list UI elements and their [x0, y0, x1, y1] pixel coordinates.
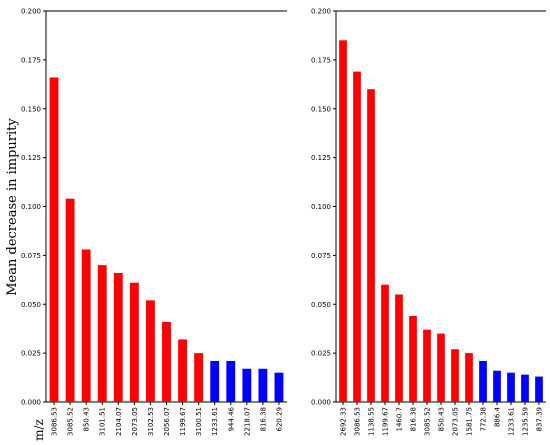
- bar: [81, 249, 91, 402]
- x-tick-label: 1581.75: [466, 407, 474, 436]
- x-tick-label: 2056.07: [163, 407, 171, 436]
- bar: [437, 333, 445, 402]
- bar: [395, 294, 403, 402]
- x-tick-label: 3085.52: [67, 407, 75, 436]
- x-tick-label: 2692.33: [340, 407, 348, 436]
- x-tick-label: 1199.67: [382, 407, 390, 436]
- y-tick-label: 0.125: [21, 154, 41, 162]
- x-tick-label: 816.38: [410, 407, 418, 432]
- y-axis-label: Mean decrease in impurity: [5, 118, 20, 296]
- x-axis-label: m/z: [32, 419, 46, 441]
- bar: [479, 360, 487, 402]
- y-tick-label: 0.150: [21, 105, 41, 113]
- x-tick-label: 772.38: [480, 407, 488, 432]
- x-tick-label: 2073.05: [131, 407, 139, 436]
- x-tick-label: 1235.59: [522, 407, 530, 436]
- chart-left: 0.000 0.025 0.050 0.075 0.100 0.125 0.150 0.175…: [21, 8, 287, 436]
- bar: [146, 300, 155, 402]
- bar: [129, 282, 139, 402]
- bar: [162, 321, 171, 402]
- bar: [258, 368, 268, 402]
- x-tick-label: 2218.07: [243, 407, 251, 436]
- x-tick-label: 850.43: [83, 407, 91, 432]
- bar: [521, 374, 529, 402]
- y-tick-label: 0.075: [311, 252, 331, 260]
- y-tick-label: 0.050: [311, 301, 331, 309]
- bar: [409, 315, 417, 402]
- bar: [465, 353, 473, 402]
- bar: [210, 360, 220, 402]
- x-tick-label: 2073.05: [452, 407, 460, 436]
- y-tick-label: 0.125: [311, 154, 331, 162]
- x-tick-label: 1233.61: [211, 407, 219, 436]
- x-tick-label: 2104.07: [115, 407, 123, 436]
- x-tick-label: 3101.51: [99, 407, 107, 436]
- y-tick-label: 0.100: [311, 203, 331, 211]
- chart-right: 0.000 0.025 0.050 0.075 0.100 0.125 0.150 0.175…: [311, 8, 546, 436]
- bar: [381, 284, 389, 402]
- x-tick-label: 1138.55: [368, 407, 376, 436]
- bar: [242, 368, 252, 402]
- bar: [49, 77, 59, 402]
- x-tick-label: 886.4: [494, 406, 502, 427]
- bar: [113, 272, 123, 402]
- y-tick-label: 0.200: [311, 8, 331, 16]
- x-tick-label: 816.38: [259, 407, 267, 432]
- x-tick-label: 3100.51: [195, 407, 203, 436]
- bar: [274, 372, 284, 402]
- bar: [423, 329, 431, 402]
- y-tick-label: 0.200: [21, 8, 41, 16]
- bar: [353, 71, 361, 402]
- bar: [178, 339, 187, 402]
- y-tick-label: 0.025: [21, 350, 41, 358]
- x-tick-label: 3086.53: [354, 407, 362, 436]
- bar: [451, 349, 459, 402]
- x-tick-label: 3086.53: [51, 407, 59, 436]
- y-tick-label: 0.025: [311, 350, 331, 358]
- x-tick-label: 944.46: [227, 406, 235, 431]
- x-tick-label: 850.43: [438, 407, 446, 432]
- x-tick-label: 1233.61: [508, 407, 516, 436]
- y-tick-label: 0.150: [311, 105, 331, 113]
- y-tick-label: 0.050: [21, 301, 41, 309]
- x-tick-label: 1460.7: [396, 407, 404, 432]
- bar: [507, 372, 515, 402]
- bar: [65, 198, 75, 402]
- y-tick-label: 0.100: [21, 203, 41, 211]
- bar: [339, 40, 347, 402]
- x-tick-label: 1199.67: [179, 407, 187, 436]
- y-tick-label: 0.175: [311, 56, 331, 64]
- x-tick-label: 837.39: [536, 407, 544, 432]
- y-tick-label: 0.175: [21, 56, 41, 64]
- bar: [226, 360, 236, 402]
- x-tick-label: 3085.52: [424, 407, 432, 436]
- bar: [97, 265, 107, 402]
- bar: [367, 89, 375, 402]
- y-tick-label: 0.000: [21, 399, 41, 407]
- x-tick-label: 620.29: [275, 407, 283, 432]
- y-tick-label: 0.075: [21, 252, 41, 260]
- x-tick-label: 3102.53: [147, 407, 155, 436]
- y-tick-label: 0.000: [311, 399, 331, 407]
- bar: [493, 370, 501, 402]
- bar: [194, 353, 204, 402]
- bar: [535, 376, 543, 402]
